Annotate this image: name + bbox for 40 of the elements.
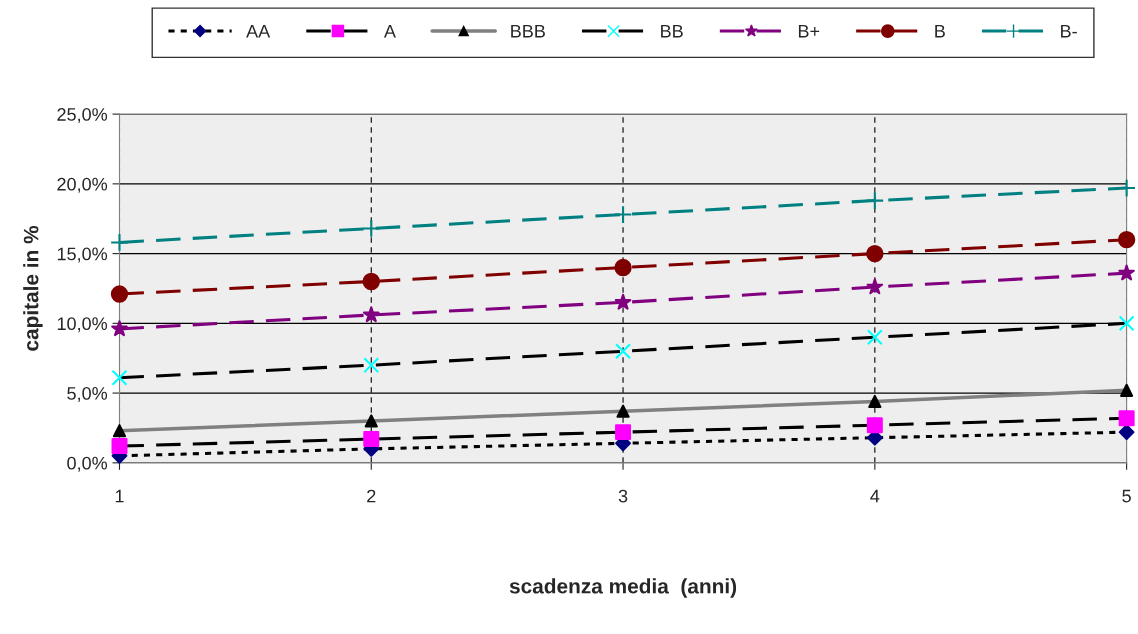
x-axis-title: scadenza media (anni): [509, 578, 737, 598]
legend-label: BB: [661, 24, 683, 38]
legend-label: B: [935, 24, 945, 38]
point: [865, 191, 885, 210]
point: [110, 233, 129, 252]
point: [112, 424, 127, 438]
point: [111, 369, 128, 386]
point: [613, 205, 633, 224]
legend-label: B-: [1061, 24, 1077, 38]
point: [1118, 424, 1135, 441]
y-tick-label: 15,0%: [57, 247, 108, 263]
legend-label: BBB: [511, 24, 545, 38]
point: [364, 414, 378, 428]
point: [1118, 410, 1135, 427]
y-tick-label: 5,0%: [67, 387, 108, 402]
y-tick-label: 20,0%: [57, 177, 108, 193]
legend-label: A: [383, 24, 396, 38]
x-tick-label: 3: [618, 489, 628, 503]
point: [1118, 315, 1135, 332]
legend-label: AA: [246, 24, 271, 38]
point: [868, 394, 882, 409]
legend-label: B+: [798, 24, 820, 38]
x-tick-label: 4: [870, 489, 880, 503]
point: [615, 424, 632, 441]
x-tick-label: 2: [367, 489, 376, 503]
x-tick-label: 1: [115, 489, 124, 503]
x-tick-label: 5: [1122, 489, 1131, 503]
y-tick-label: 10,0%: [57, 317, 108, 333]
point: [866, 329, 883, 346]
point: [111, 438, 128, 455]
point: [616, 404, 630, 418]
point: [363, 431, 380, 448]
y-tick-label: 0,0%: [67, 456, 108, 472]
point: [361, 219, 381, 238]
point: [1120, 383, 1134, 397]
point: [363, 357, 380, 374]
y-tick-label: 25,0%: [57, 108, 108, 123]
y-axis-title: capitale in %: [23, 225, 43, 351]
point: [615, 343, 632, 360]
point: [866, 417, 883, 434]
